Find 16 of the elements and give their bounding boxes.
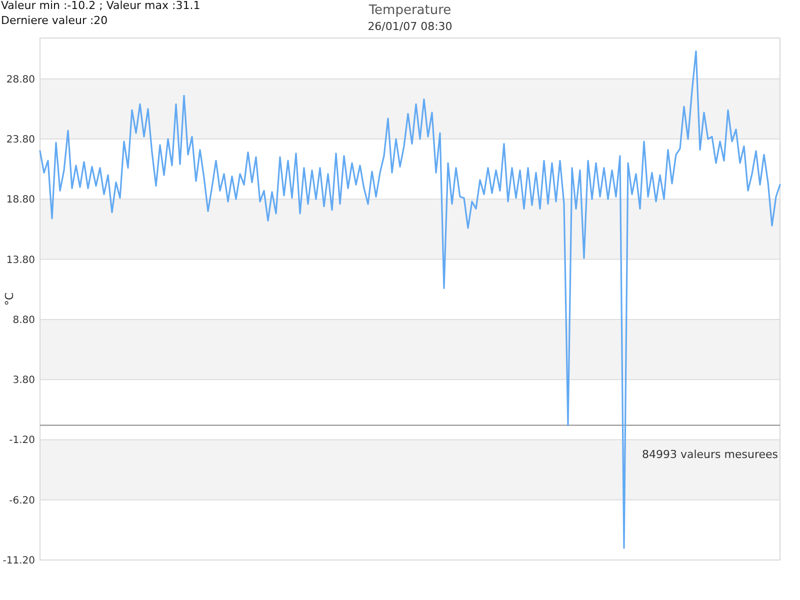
y-tick-label: 18.80 <box>6 194 35 206</box>
y-tick-label: 23.80 <box>6 134 35 146</box>
y-axis-title: °C <box>3 292 16 306</box>
y-tick-label: -6.20 <box>9 495 35 506</box>
chart-subtitle: 26/01/07 08:30 <box>368 20 452 33</box>
line-series <box>39 50 781 549</box>
y-tick-label: 13.80 <box>6 254 35 266</box>
text: Derniere valeur :20 <box>1 14 108 27</box>
y-tick-label: 8.80 <box>12 314 35 326</box>
chart-title: Temperature <box>368 3 452 18</box>
y-tick-label: -11.20 <box>2 556 35 566</box>
y-tick-label: 28.80 <box>6 74 35 86</box>
y-tick-label: -1.20 <box>9 435 35 446</box>
text: Valeur min :-10.2 ; Valeur max :31.1 <box>1 0 200 12</box>
y-tick-label: 3.80 <box>12 375 35 386</box>
annotation: 84993 valeurs mesurees <box>642 448 778 461</box>
